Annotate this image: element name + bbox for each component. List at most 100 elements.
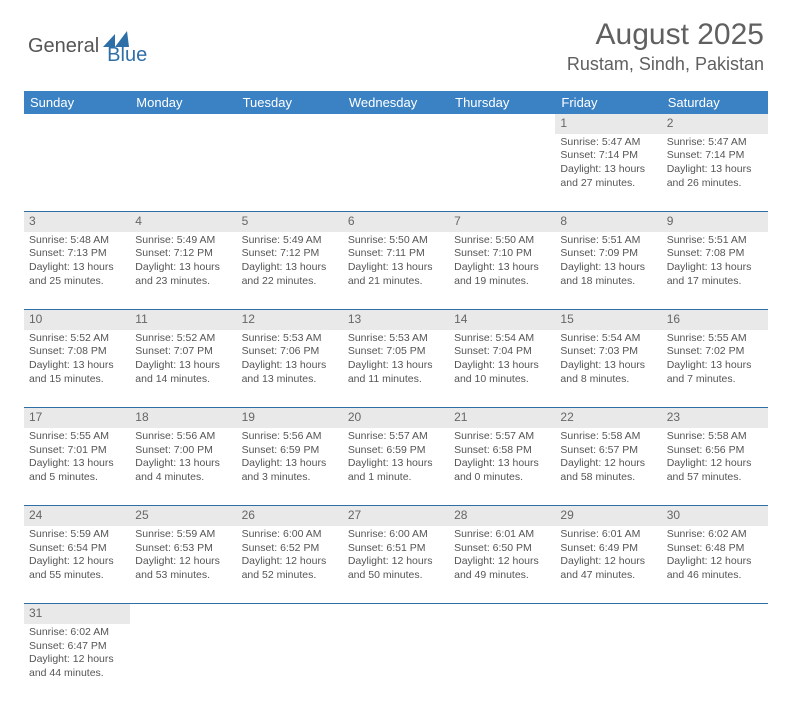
day-info-line: Sunset: 7:12 PM bbox=[135, 247, 231, 261]
brand-part1: General bbox=[28, 35, 99, 58]
day-content-cell bbox=[24, 134, 130, 212]
day-info-line: Sunrise: 5:50 AM bbox=[348, 234, 444, 248]
day-info-line: and 23 minutes. bbox=[135, 275, 231, 289]
day-info-line: Daylight: 12 hours bbox=[560, 555, 656, 569]
day-info-line: and 52 minutes. bbox=[242, 569, 338, 583]
day-info-line: Sunset: 7:11 PM bbox=[348, 247, 444, 261]
day-content-cell: Sunrise: 5:49 AMSunset: 7:12 PMDaylight:… bbox=[130, 232, 236, 310]
weekday-header: Friday bbox=[555, 91, 661, 114]
day-info-line: Daylight: 12 hours bbox=[29, 653, 125, 667]
day-content-cell: Sunrise: 5:55 AMSunset: 7:02 PMDaylight:… bbox=[662, 330, 768, 408]
day-number-cell bbox=[555, 604, 661, 624]
day-info-line: and 55 minutes. bbox=[29, 569, 125, 583]
day-info-line: Sunrise: 5:54 AM bbox=[560, 332, 656, 346]
day-info-line: and 49 minutes. bbox=[454, 569, 550, 583]
day-content-cell bbox=[237, 134, 343, 212]
day-info-line: Sunset: 7:05 PM bbox=[348, 345, 444, 359]
day-info-line: Daylight: 13 hours bbox=[348, 359, 444, 373]
day-info-line: and 47 minutes. bbox=[560, 569, 656, 583]
day-info-line: Daylight: 13 hours bbox=[454, 457, 550, 471]
day-number-cell: 5 bbox=[237, 212, 343, 232]
day-info-line: Sunset: 7:08 PM bbox=[667, 247, 763, 261]
day-content-cell: Sunrise: 5:51 AMSunset: 7:08 PMDaylight:… bbox=[662, 232, 768, 310]
weekday-header: Tuesday bbox=[237, 91, 343, 114]
day-content-cell: Sunrise: 5:55 AMSunset: 7:01 PMDaylight:… bbox=[24, 428, 130, 506]
day-number-cell: 29 bbox=[555, 506, 661, 526]
day-info-line: and 58 minutes. bbox=[560, 471, 656, 485]
day-info-line: and 57 minutes. bbox=[667, 471, 763, 485]
day-info-line: and 1 minute. bbox=[348, 471, 444, 485]
day-info-line: Sunrise: 5:55 AM bbox=[667, 332, 763, 346]
day-info-line: and 7 minutes. bbox=[667, 373, 763, 387]
day-number-row: 10111213141516 bbox=[24, 310, 768, 330]
day-content-row: Sunrise: 5:55 AMSunset: 7:01 PMDaylight:… bbox=[24, 428, 768, 506]
day-info-line: Sunrise: 5:47 AM bbox=[560, 136, 656, 150]
day-info-line: Sunset: 7:14 PM bbox=[560, 149, 656, 163]
day-content-cell: Sunrise: 5:50 AMSunset: 7:11 PMDaylight:… bbox=[343, 232, 449, 310]
day-number-cell: 13 bbox=[343, 310, 449, 330]
day-info-line: Sunrise: 5:52 AM bbox=[29, 332, 125, 346]
day-info-line: Sunset: 6:49 PM bbox=[560, 542, 656, 556]
day-content-row: Sunrise: 6:02 AMSunset: 6:47 PMDaylight:… bbox=[24, 624, 768, 702]
day-info-line: and 46 minutes. bbox=[667, 569, 763, 583]
day-info-line: and 44 minutes. bbox=[29, 667, 125, 681]
day-info-line: Sunset: 7:07 PM bbox=[135, 345, 231, 359]
day-info-line: Sunset: 7:09 PM bbox=[560, 247, 656, 261]
day-info-line: Daylight: 12 hours bbox=[560, 457, 656, 471]
day-content-cell: Sunrise: 5:52 AMSunset: 7:07 PMDaylight:… bbox=[130, 330, 236, 408]
day-info-line: Sunset: 7:01 PM bbox=[29, 444, 125, 458]
day-info-line: Daylight: 12 hours bbox=[454, 555, 550, 569]
day-info-line: Daylight: 13 hours bbox=[454, 261, 550, 275]
day-info-line: Sunrise: 5:57 AM bbox=[454, 430, 550, 444]
day-info-line: and 25 minutes. bbox=[29, 275, 125, 289]
day-number-cell bbox=[237, 604, 343, 624]
day-content-row: Sunrise: 5:52 AMSunset: 7:08 PM Daylight:… bbox=[24, 330, 768, 408]
day-info-line: Sunset: 6:52 PM bbox=[242, 542, 338, 556]
day-info-line: Sunset: 6:56 PM bbox=[667, 444, 763, 458]
day-info-line: Daylight: 12 hours bbox=[667, 555, 763, 569]
day-info-line: and 0 minutes. bbox=[454, 471, 550, 485]
day-info-line: Sunrise: 5:58 AM bbox=[667, 430, 763, 444]
day-content-cell: Sunrise: 6:02 AMSunset: 6:47 PMDaylight:… bbox=[24, 624, 130, 702]
day-number-cell: 10 bbox=[24, 310, 130, 330]
day-number-cell: 20 bbox=[343, 408, 449, 428]
day-info-line: Sunrise: 5:50 AM bbox=[454, 234, 550, 248]
day-info-line: Sunrise: 6:00 AM bbox=[242, 528, 338, 542]
brand-logo: General Blue bbox=[28, 26, 147, 67]
day-number-cell: 31 bbox=[24, 604, 130, 624]
day-info-line: Sunset: 7:00 PM bbox=[135, 444, 231, 458]
day-info-line: Sunrise: 6:01 AM bbox=[454, 528, 550, 542]
day-number-row: 12 bbox=[24, 114, 768, 134]
day-number-cell: 14 bbox=[449, 310, 555, 330]
day-info-line: and 5 minutes. bbox=[29, 471, 125, 485]
day-number-cell: 23 bbox=[662, 408, 768, 428]
day-info-line: Daylight: 12 hours bbox=[135, 555, 231, 569]
day-info-line: Sunset: 7:13 PM bbox=[29, 247, 125, 261]
day-number-cell: 19 bbox=[237, 408, 343, 428]
day-info-line: Sunset: 7:12 PM bbox=[242, 247, 338, 261]
day-content-cell: Sunrise: 5:47 AMSunset: 7:14 PMDaylight:… bbox=[555, 134, 661, 212]
day-number-cell: 18 bbox=[130, 408, 236, 428]
day-info-line: Sunset: 7:06 PM bbox=[242, 345, 338, 359]
day-number-cell: 28 bbox=[449, 506, 555, 526]
day-info-line: Daylight: 13 hours bbox=[29, 457, 125, 471]
day-content-cell: Sunrise: 6:01 AMSunset: 6:49 PMDaylight:… bbox=[555, 526, 661, 604]
day-content-row: Sunrise: 5:48 AMSunset: 7:13 PMDaylight:… bbox=[24, 232, 768, 310]
day-content-cell: Sunrise: 5:56 AMSunset: 7:00 PMDaylight:… bbox=[130, 428, 236, 506]
day-info-line: and 21 minutes. bbox=[348, 275, 444, 289]
day-info-line: Daylight: 13 hours bbox=[135, 261, 231, 275]
day-info-line: Sunrise: 5:53 AM bbox=[242, 332, 338, 346]
weekday-header: Monday bbox=[130, 91, 236, 114]
day-number-cell: 15 bbox=[555, 310, 661, 330]
location-text: Rustam, Sindh, Pakistan bbox=[567, 54, 764, 75]
day-info-line: Daylight: 13 hours bbox=[242, 359, 338, 373]
day-number-cell: 9 bbox=[662, 212, 768, 232]
day-content-cell bbox=[555, 624, 661, 702]
day-number-cell bbox=[237, 114, 343, 134]
day-content-cell: Sunrise: 5:54 AMSunset: 7:03 PMDaylight:… bbox=[555, 330, 661, 408]
day-info-line: Daylight: 12 hours bbox=[242, 555, 338, 569]
day-info-line: Sunrise: 5:59 AM bbox=[29, 528, 125, 542]
day-info-line: Sunset: 7:08 PM bbox=[29, 345, 125, 359]
day-content-cell bbox=[130, 134, 236, 212]
day-content-cell: Sunrise: 5:57 AMSunset: 6:59 PMDaylight:… bbox=[343, 428, 449, 506]
